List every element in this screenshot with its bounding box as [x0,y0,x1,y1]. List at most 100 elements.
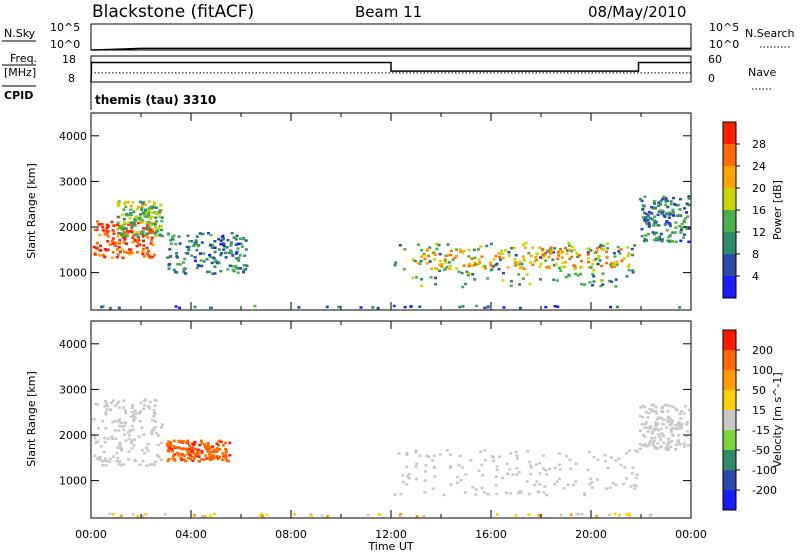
heat-cell-5 [669,200,673,203]
heat-cell-1 [160,216,164,219]
heat-cell-2 [230,232,234,235]
heat-cell-2 [495,492,499,496]
heat-cell-4 [473,261,477,264]
heat-cell-2 [622,482,626,486]
heat-cell-0 [150,255,154,259]
heat-cell-2 [562,487,566,490]
velocity-colorbar: 200 100 50 15 -15 -50 -100 -200 Velocity [m s^-1… [722,329,784,511]
heat-cell-0 [101,464,105,467]
heat-cell-4 [141,514,145,518]
heat-cell-2 [459,454,462,458]
heat-cell-2 [166,232,170,235]
heat-cell-0 [108,460,112,463]
heat-cell-2 [494,484,498,487]
heat-cell-4 [529,254,533,258]
heat-cell-3 [675,427,678,430]
heat-cell-0 [130,439,134,442]
heat-cell-0 [103,399,107,403]
heat-cell-1 [203,443,207,446]
heat-cell-1 [159,203,163,207]
heat-cell-0 [128,251,132,255]
heat-cell-3 [626,254,630,258]
heat-cell-2 [217,237,221,241]
heat-cell-0 [116,456,120,460]
heat-cell-0 [112,224,116,227]
heat-cell-1 [147,225,151,229]
colorbar-swatch [723,430,736,450]
power-heatmap [92,195,691,310]
heat-cell-1 [179,456,183,460]
heat-cell-0 [132,415,136,419]
heat-cell-5 [669,224,672,228]
heat-cell-5 [646,219,650,222]
heat-cell-1 [171,454,175,458]
heat-cell-3 [647,441,651,445]
heat-cell-2 [198,232,202,235]
heat-cell-0 [133,409,137,412]
heat-cell-3 [678,427,682,430]
heat-cell-3 [678,442,682,446]
heat-cell-2 [234,243,238,246]
heat-cell-2 [219,269,223,273]
heat-cell-0 [129,248,133,251]
heat-cell-4 [542,255,546,258]
heat-cell-5 [687,203,691,207]
heat-cell-6 [403,305,407,309]
heat-cell-0 [117,400,121,403]
heat-cell-1 [129,204,133,208]
colorbar-tick-label: -50 [752,444,770,457]
heat-cell-1 [130,225,134,228]
heat-cell-0 [92,245,96,249]
heat-cell-6 [108,306,112,310]
heat-cell-0 [148,256,152,260]
heat-cell-2 [414,465,418,468]
heat-cell-2 [183,257,187,261]
heat-cell-4 [611,263,615,266]
heat-cell-2 [464,473,468,476]
heat-cell-1 [141,219,145,222]
heat-cell-4 [586,247,590,251]
heat-cell-4 [568,248,572,252]
heat-cell-4 [620,259,624,263]
heat-cell-0 [93,251,97,255]
heat-cell-2 [170,235,174,239]
heat-cell-0 [118,238,122,242]
heat-cell-0 [130,410,134,414]
heat-cell-0 [110,239,114,243]
heat-cell-0 [122,428,126,431]
heat-cell-1 [200,458,203,461]
heat-cell-4 [570,245,574,249]
heat-cell-4 [488,261,492,265]
heat-cell-0 [126,231,130,235]
heat-cell-0 [104,413,108,416]
heat-cell-5 [638,198,642,201]
heat-cell-4 [260,513,264,516]
heat-cell-4 [111,513,115,516]
heat-cell-1 [144,203,147,206]
heat-cell-4 [625,513,629,516]
heat-cell-3 [528,282,532,286]
heat-cell-2 [245,264,249,268]
ytick-label: 2000 [59,429,87,442]
heat-cell-2 [614,483,618,487]
time-axis-label: Time UT [367,540,413,553]
heat-cell-3 [666,416,670,420]
heat-cell-0 [155,431,159,435]
heat-cell-1 [206,444,210,447]
heat-cell-1 [123,227,127,230]
colorbar-tick-label: 8 [752,248,759,261]
heat-cell-1 [177,454,181,457]
heat-cell-5 [659,203,662,206]
heat-cell-1 [146,211,150,214]
heat-cell-3 [565,249,569,252]
heat-cell-3 [665,404,669,407]
heat-cell-3 [674,423,678,427]
heat-cell-1 [129,221,133,225]
heat-cell-2 [201,232,205,236]
heat-cell-1 [181,452,184,456]
heat-cell-2 [536,490,540,494]
heat-cell-2 [393,493,397,496]
heat-cell-2 [208,253,212,257]
heat-cell-4 [481,265,485,268]
heat-cell-2 [172,234,176,238]
